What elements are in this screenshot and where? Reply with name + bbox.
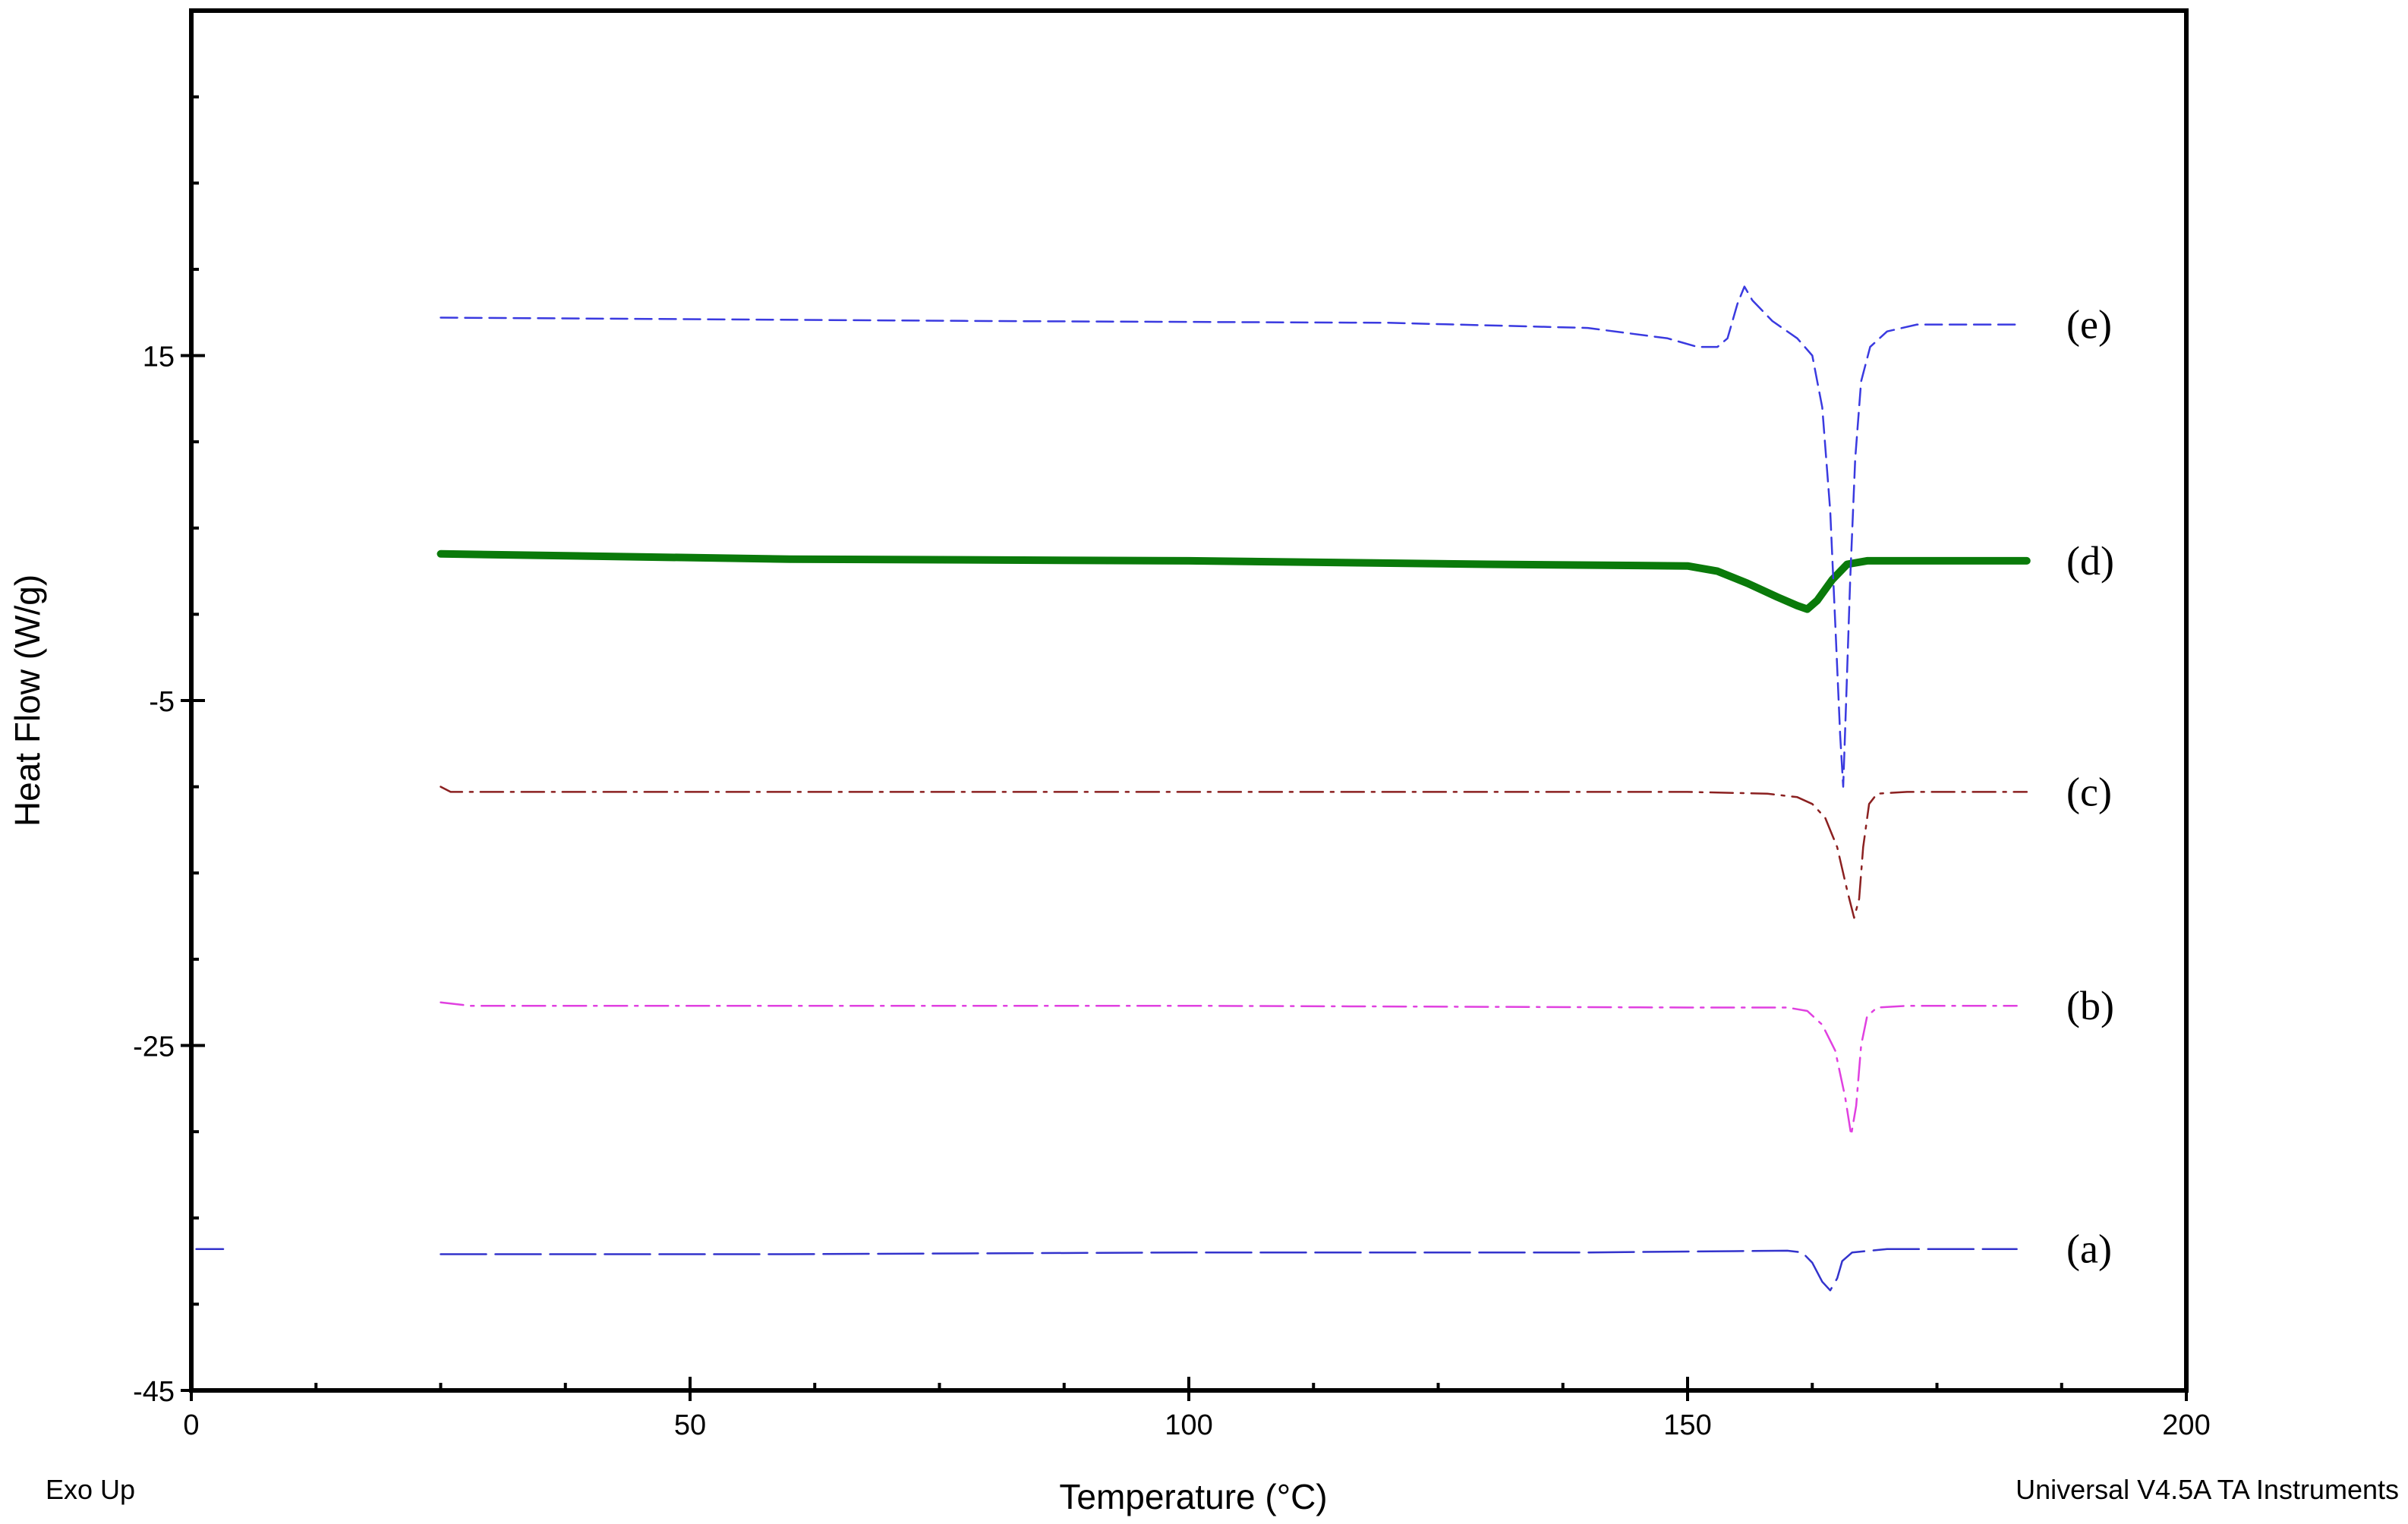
x-axis-ticks: 0 50 100 150 200 [183,1377,2211,1441]
x-tick-label: 0 [183,1409,199,1441]
y-axis-ticks: 15 -5 -25 -45 [133,342,205,1408]
x-tick-label: 200 [2162,1409,2210,1441]
x-tick-label: 100 [1165,1409,1212,1441]
exo-up-note: Exo Up [46,1474,135,1505]
y-tick-label: -25 [133,1031,175,1063]
series-line-a [440,1248,2018,1292]
x-tick-label: 150 [1663,1409,1711,1441]
series-line-c [440,786,2028,919]
y-tick-label: 15 [143,342,175,373]
series-line-d [437,549,2031,613]
x-axis-title: Temperature (°C) [1059,1477,1327,1516]
series-label-d: (d) [2066,538,2114,584]
y-axis-title: Heat Flow (W/g) [8,575,47,827]
y-tick-label: -5 [149,686,175,718]
series-label-c: (c) [2066,769,2112,814]
series-line-b [440,1001,2018,1136]
instrument-note: Universal V4.5A TA Instruments [2016,1474,2399,1505]
y-tick-label: -45 [133,1376,175,1408]
plot-frame [189,8,2189,1393]
series-layer: (a) (b) (c) (d) (e) [195,285,2114,1292]
series-label-b: (b) [2066,983,2114,1028]
series-label-e: (e) [2066,302,2112,348]
x-tick-label: 50 [674,1409,706,1441]
series-line-e [440,285,2018,788]
series-label-a: (a) [2066,1226,2112,1272]
